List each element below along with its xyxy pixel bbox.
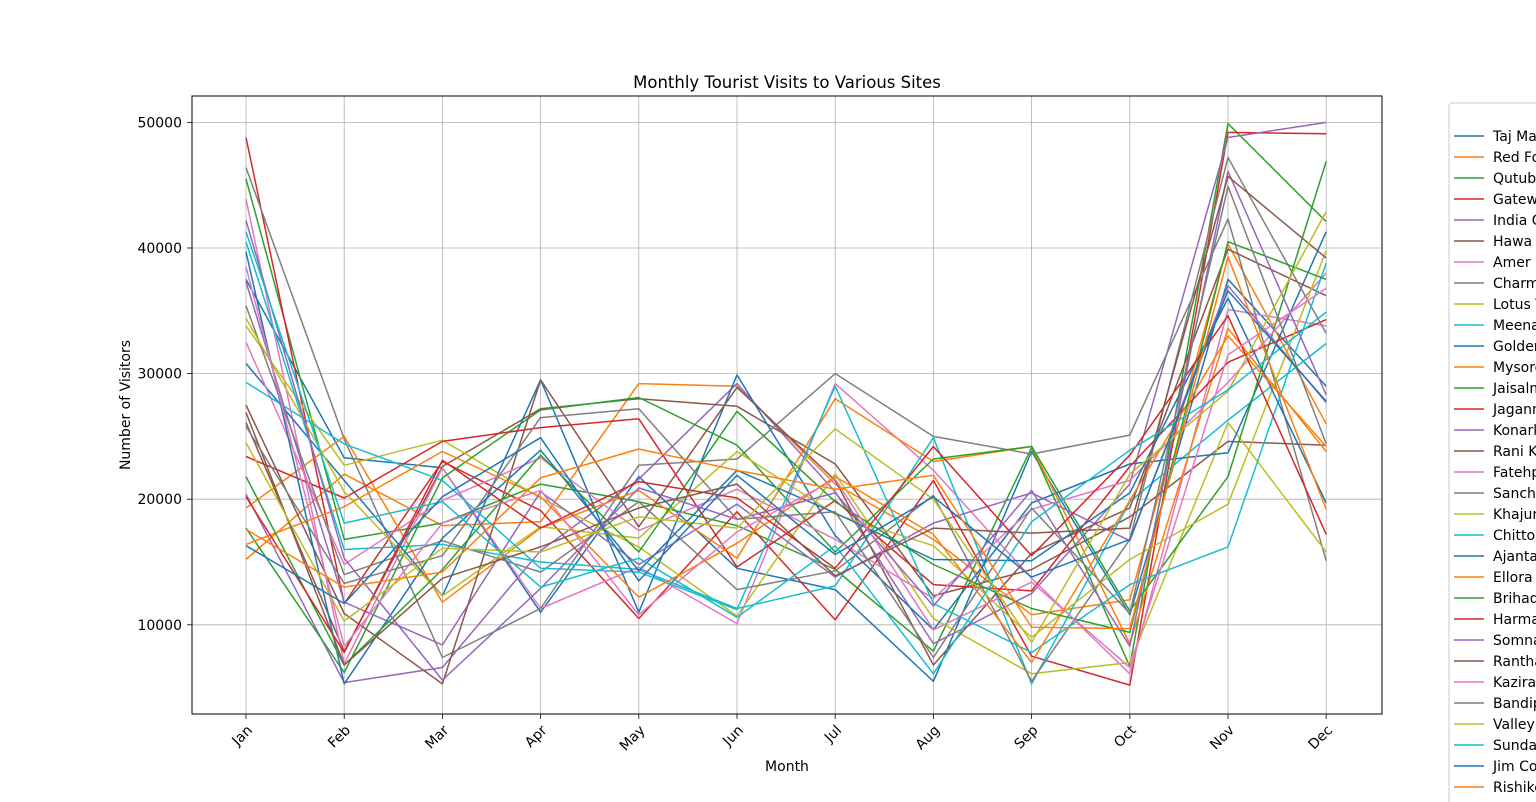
legend-entry: Taj Ma: [1492, 129, 1536, 145]
legend-entry: Meena: [1493, 318, 1536, 334]
legend-entry: Khajur: [1493, 507, 1536, 523]
legend-entry: Jim Co: [1492, 759, 1536, 775]
legend-entry: Rishike: [1493, 780, 1536, 796]
y-tick-label: 20000: [137, 492, 182, 508]
legend-entry: Konark: [1493, 423, 1536, 439]
legend-entry: Gatew: [1493, 192, 1536, 208]
series-line: [245, 241, 1327, 685]
legend-entry: Brihad: [1493, 591, 1536, 607]
legend: Taj Ma Red Fo Qutub Gatew India G Hawa Amer Cha…: [1448, 102, 1536, 802]
series-line: [245, 156, 1327, 683]
series-line: [245, 211, 1327, 644]
y-axis-label: Number of Visitors: [118, 340, 134, 470]
series-line: [245, 335, 1327, 664]
series-line: [245, 231, 1327, 631]
legend-entry: Jagann: [1492, 402, 1536, 418]
legend-entry: Sunda: [1493, 738, 1536, 754]
legend-entry: Kazira: [1493, 675, 1536, 691]
series-line: [245, 289, 1327, 605]
legend-box: [1448, 102, 1536, 802]
legend-entry: Fatehp: [1493, 465, 1536, 481]
series-line: [245, 167, 1327, 659]
series-line: [245, 325, 1327, 675]
y-tick-label: 30000: [137, 367, 182, 383]
series-line: [245, 175, 1327, 666]
legend-entry: Sanch: [1493, 486, 1536, 502]
series-line: [245, 278, 1327, 683]
chart-title: Monthly Tourist Visits to Various Sites: [633, 73, 941, 92]
legend-entry: Golden: [1493, 339, 1536, 355]
legend-entry: Bandip: [1493, 696, 1536, 712]
series-lines: [245, 121, 1327, 686]
legend-entry: Chitto: [1493, 528, 1535, 544]
series-line: [245, 397, 1327, 652]
legend-entry: Somna: [1493, 633, 1536, 649]
legend-entry: Qutub: [1493, 171, 1536, 187]
y-axis-ticks: 10000 20000 30000 40000 50000: [137, 115, 192, 634]
series-line: [245, 231, 1327, 675]
legend-entry: India G: [1493, 213, 1536, 229]
y-tick-label: 10000: [137, 618, 182, 634]
series-line: [245, 262, 1327, 654]
legend-entry: Harma: [1493, 612, 1536, 628]
legend-entry: Ellora: [1493, 570, 1533, 586]
series-line: [245, 256, 1327, 630]
legend-entry: Jaisalm: [1492, 381, 1536, 397]
legend-entry: Amer: [1493, 255, 1531, 271]
legend-entry: Charm: [1493, 276, 1536, 292]
plot-frame: [191, 95, 1383, 715]
y-tick-label: 40000: [137, 241, 182, 257]
legend-entry: Ajanta: [1493, 549, 1536, 565]
series-line: [245, 315, 1327, 654]
legend-entry: Valley: [1493, 717, 1535, 733]
series-line: [245, 266, 1327, 669]
legend-entry: Rani K: [1493, 444, 1536, 460]
legend-entry: Red Fo: [1493, 150, 1536, 166]
legend-entry: Mysore: [1493, 360, 1536, 376]
x-axis-label: Month: [765, 759, 809, 775]
legend-entry: Rantha: [1493, 654, 1536, 670]
series-line: [245, 122, 1327, 668]
legend-entry: Lotus T: [1493, 297, 1536, 313]
series-line: [245, 250, 1327, 639]
legend-entry: Hawa: [1493, 234, 1532, 250]
y-tick-label: 50000: [137, 115, 182, 131]
series-line: [245, 121, 1327, 684]
